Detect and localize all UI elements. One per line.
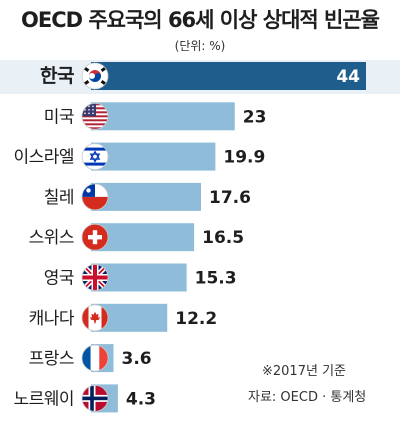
unit-label: (단위: %) <box>174 39 226 53</box>
uk-flag <box>81 264 109 291</box>
norway-flag <box>81 384 109 412</box>
bar-1 <box>91 102 235 131</box>
category-label: 이스라엘 <box>13 148 74 168</box>
canada-flag <box>81 304 109 332</box>
category-label: 미국 <box>44 107 74 127</box>
value-label: 12.2 <box>175 309 217 329</box>
category-label: 영국 <box>44 269 74 289</box>
chart-title: OECD 주요국의 66세 이상 상대적 빈곤율 <box>21 8 380 32</box>
chile-flag <box>81 183 109 211</box>
note-base-year: ※2017년 기준 <box>262 364 346 379</box>
bar-2 <box>91 142 216 171</box>
note-source: 자료: OECD · 통계청 <box>248 390 367 405</box>
bar-0 <box>91 62 366 90</box>
value-label: 23 <box>243 107 267 127</box>
category-label: 프랑스 <box>29 349 74 369</box>
value-label: 3.6 <box>122 349 152 369</box>
value-label: 44 <box>336 67 360 87</box>
south-korea-flag <box>81 62 109 90</box>
israel-flag <box>81 143 109 171</box>
france-flag <box>81 344 109 372</box>
category-label: 노르웨이 <box>13 389 74 409</box>
value-label: 4.3 <box>126 389 156 409</box>
bar-3 <box>91 182 201 211</box>
usa-flag <box>81 102 109 130</box>
value-label: 17.6 <box>209 188 251 208</box>
category-label: 칠레 <box>44 188 74 208</box>
category-label: 스위스 <box>29 228 74 248</box>
value-label: 16.5 <box>202 228 244 248</box>
value-label: 19.9 <box>223 148 265 168</box>
category-label: 캐나다 <box>29 309 75 329</box>
value-label: 15.3 <box>195 269 237 289</box>
category-label: 한국 <box>40 65 74 87</box>
switzerland-flag <box>81 223 109 251</box>
